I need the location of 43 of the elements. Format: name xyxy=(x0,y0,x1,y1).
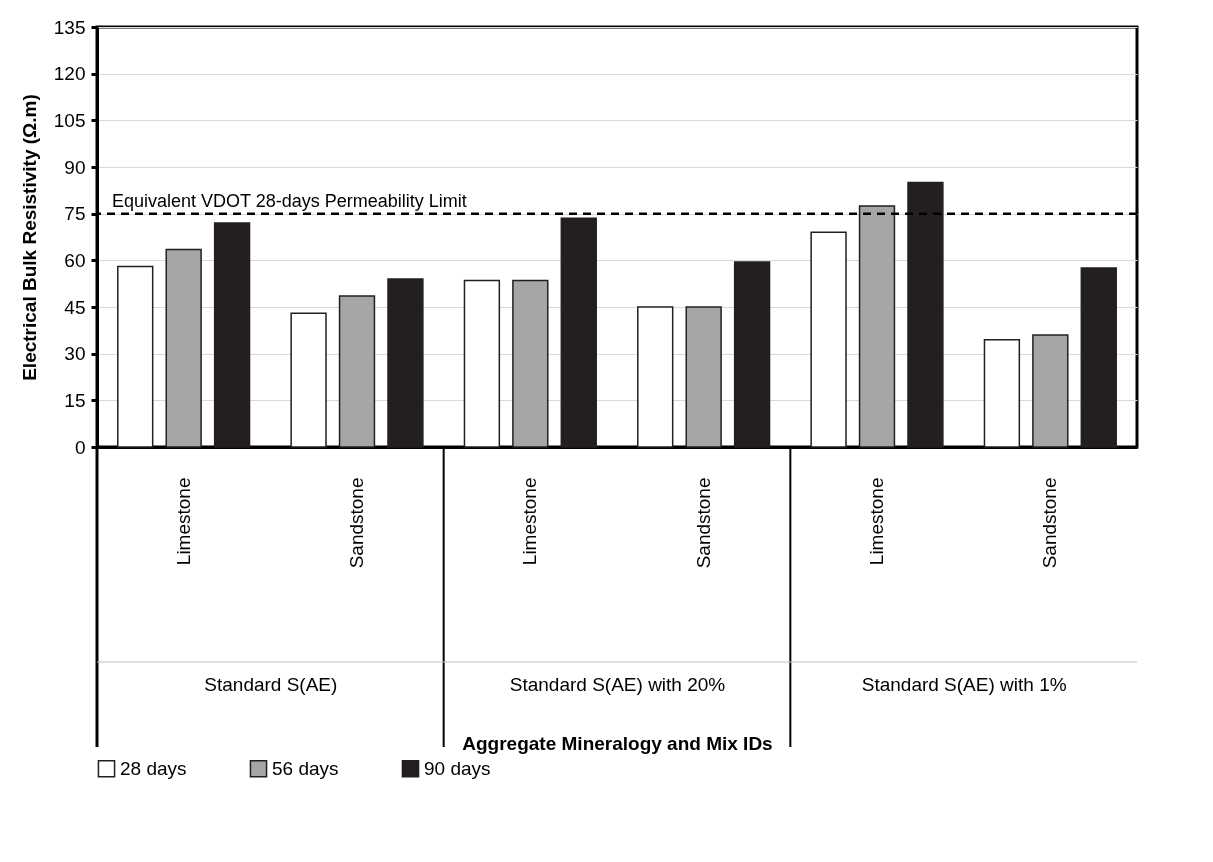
bar xyxy=(733,261,771,448)
y-tick-label: 75 xyxy=(64,203,86,225)
bar xyxy=(213,222,251,448)
y-tick-label: 15 xyxy=(64,389,86,411)
bar xyxy=(117,265,154,448)
x-tick-label: Sandstone xyxy=(1039,477,1061,569)
legend-label: 56 days xyxy=(272,757,339,779)
y-tick-label: 90 xyxy=(64,156,86,178)
bar xyxy=(463,279,501,448)
legend-label: 28 days xyxy=(120,757,187,779)
bar xyxy=(338,295,376,448)
bar xyxy=(1032,334,1069,448)
y-tick-label: 0 xyxy=(74,436,86,458)
y-tick-label: 60 xyxy=(64,249,86,271)
x-tick-label: Limestone xyxy=(866,477,887,566)
bar xyxy=(858,205,896,448)
bar xyxy=(983,338,1021,448)
bar xyxy=(165,248,202,448)
bar xyxy=(907,181,944,448)
text: Standard S(AE) with 20% xyxy=(509,673,726,695)
y-tick-label: 45 xyxy=(64,296,86,318)
bar xyxy=(512,279,549,448)
bar xyxy=(685,306,722,448)
bar xyxy=(1080,267,1117,448)
x-tick-label: Limestone xyxy=(172,477,194,566)
y-axis-title: Electrical Bulk Resistivity (Ω.m) xyxy=(18,94,40,381)
text: Standard S(AE) xyxy=(204,673,338,695)
text: Aggregate Mineralogy and Mix IDs xyxy=(462,732,773,754)
bar xyxy=(810,231,847,448)
legend-label: 90 days xyxy=(424,757,491,779)
bar xyxy=(560,217,597,448)
text: Standard S(AE) with 1% xyxy=(861,673,1067,695)
bar xyxy=(387,278,424,448)
y-tick-label: 105 xyxy=(53,109,86,131)
bar xyxy=(290,312,327,448)
x-tick-label: Limestone xyxy=(519,477,541,566)
ref-line-label: Equivalent VDOT 28-days Permeability Limit xyxy=(112,190,467,211)
bar xyxy=(637,306,674,448)
y-tick-label: 135 xyxy=(53,16,86,38)
x-tick-label: Sandstone xyxy=(692,477,714,569)
x-tick-label: Sandstone xyxy=(346,477,367,569)
y-tick-label: 30 xyxy=(64,343,86,365)
y-tick-label: 120 xyxy=(53,63,86,85)
